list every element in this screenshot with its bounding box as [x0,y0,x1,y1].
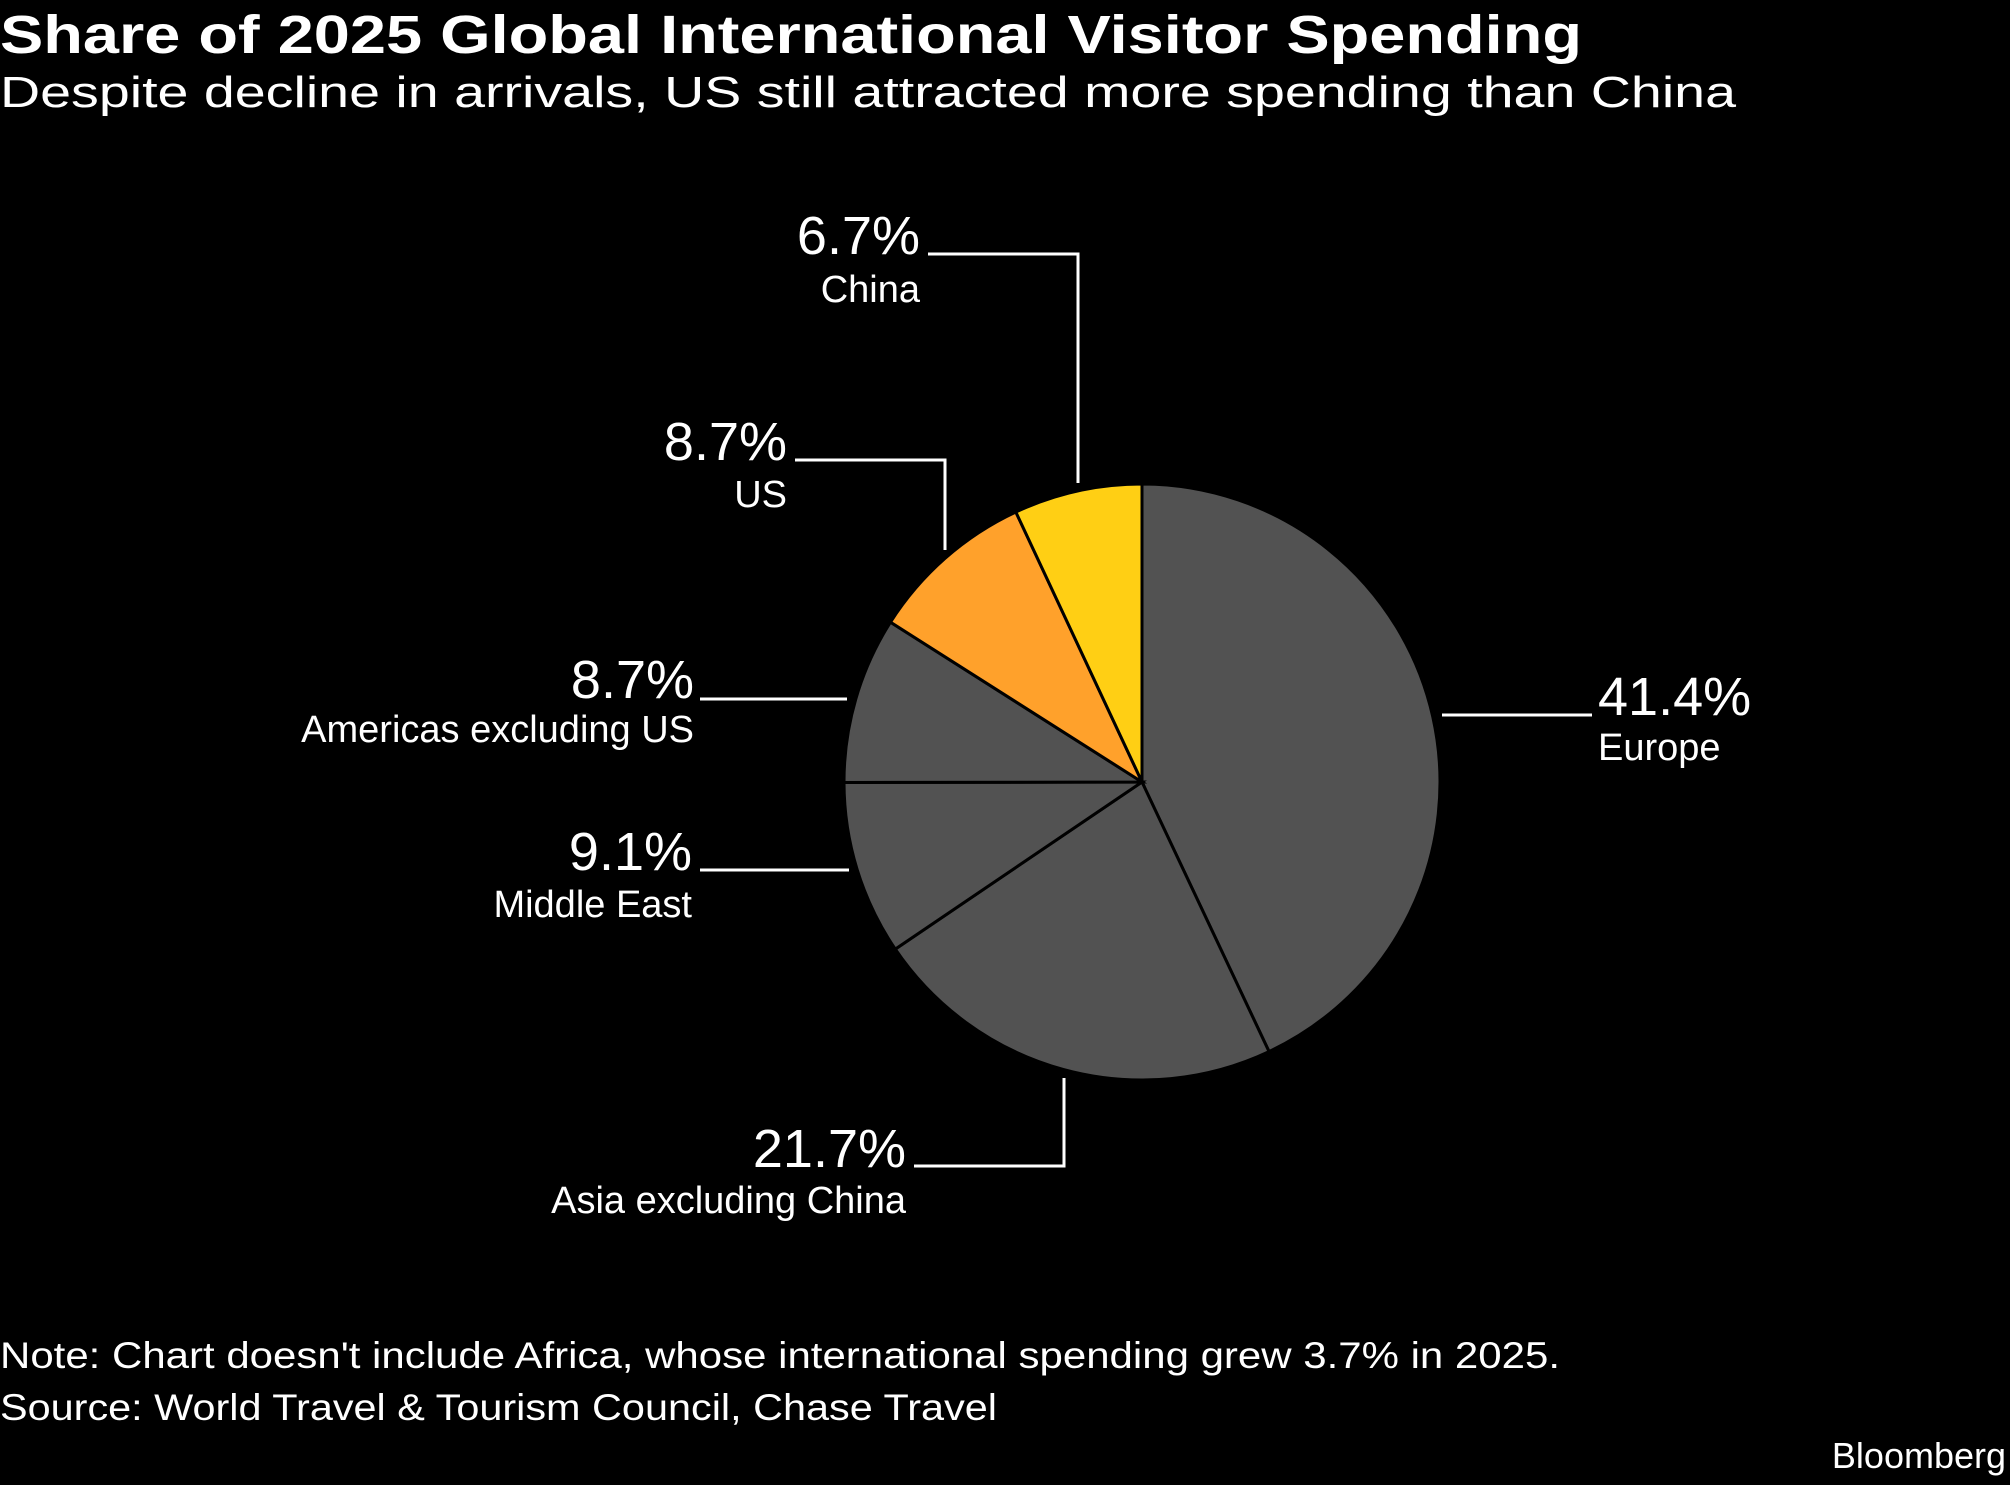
pie-slice-asia-excluding-china [893,779,1272,1082]
chart-note: Note: Chart doesn't include Africa, whos… [0,1335,1560,1376]
data-label-europe-value: 41.4% [1598,667,1751,727]
bloomberg-logo: Bloomberg [1832,1435,2006,1476]
data-label-middle-east-value: 9.1% [569,822,692,882]
leader-line-china [928,252,1080,483]
leader-line-asia [914,1078,1066,1168]
data-label-us-name: US [734,474,787,516]
data-label-asia-name: Asia excluding China [551,1180,907,1222]
pie-slice-americas-excluding-us [842,620,1148,784]
data-label-china-name: China [821,269,921,311]
pie-slice-europe [1140,482,1442,1054]
data-label-asia-value: 21.7% [753,1119,906,1179]
leader-line-us [795,458,947,550]
chart-title: Share of 2025 Global International Visit… [0,5,1582,65]
chart-subtitle: Despite decline in arrivals, US still at… [0,68,1737,117]
chart-source: Source: World Travel & Tourism Council, … [0,1387,997,1428]
data-label-china-value: 6.7% [797,206,920,266]
data-label-americas-value: 8.7% [571,650,694,710]
pie-slices [842,482,1442,1082]
pie-slice-china [1013,482,1144,783]
data-label-europe-name: Europe [1598,727,1721,769]
data-label-middle-east-name: Middle East [493,884,692,926]
data-label-us-value: 8.7% [664,412,787,472]
pie-slice-us [888,510,1146,787]
data-label-americas-name: Americas excluding US [301,709,694,751]
pie-slice-middle-east [842,780,1147,952]
